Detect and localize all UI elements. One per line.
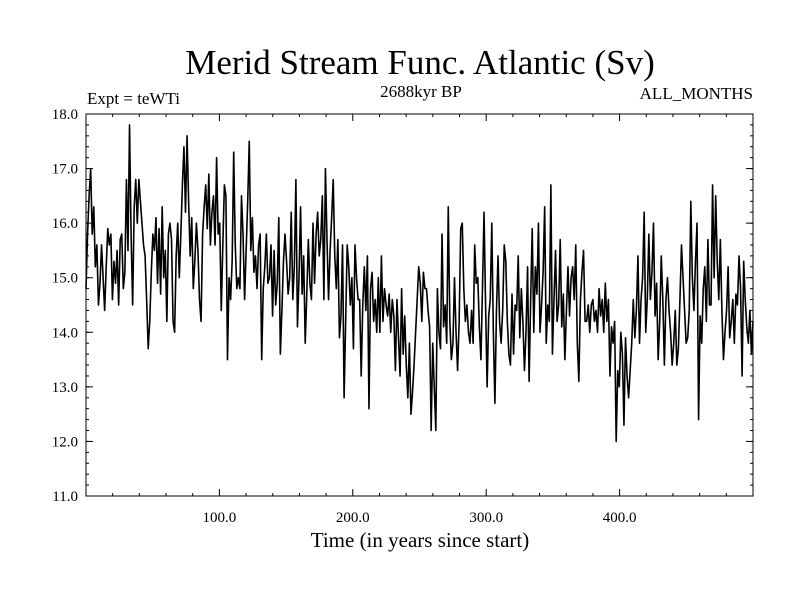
x-tick-label: 100.0	[203, 510, 237, 526]
period-label: 2688kyr BP	[380, 82, 462, 101]
y-tick-label: 16.0	[52, 216, 78, 232]
x-tick-label: 300.0	[469, 510, 503, 526]
plot-area	[85, 113, 754, 497]
x-axis: 100.0 200.0 300.0 400.0	[112, 114, 727, 526]
chart-title: Merid Stream Func. Atlantic (Sv)	[185, 43, 655, 82]
y-tick-label: 14.0	[52, 325, 78, 341]
x-tick-label: 400.0	[603, 510, 637, 526]
x-tick-label: 200.0	[336, 510, 370, 526]
series-line	[85, 124, 754, 443]
y-tick-label: 15.0	[52, 271, 78, 287]
y-tick-label: 17.0	[52, 162, 78, 178]
experiment-label: Expt = teWTi	[87, 89, 180, 108]
x-axis-label: Time (in years since start)	[311, 528, 530, 552]
y-tick-label: 18.0	[52, 107, 78, 123]
y-tick-label: 13.0	[52, 380, 78, 396]
y-tick-label: 12.0	[52, 434, 78, 450]
months-label: ALL_MONTHS	[640, 84, 753, 103]
y-tick-label: 11.0	[52, 489, 78, 505]
y-axis: 11.0 12.0 13.0 14.0 15.0 16.0 17.0 18.0	[52, 107, 753, 505]
